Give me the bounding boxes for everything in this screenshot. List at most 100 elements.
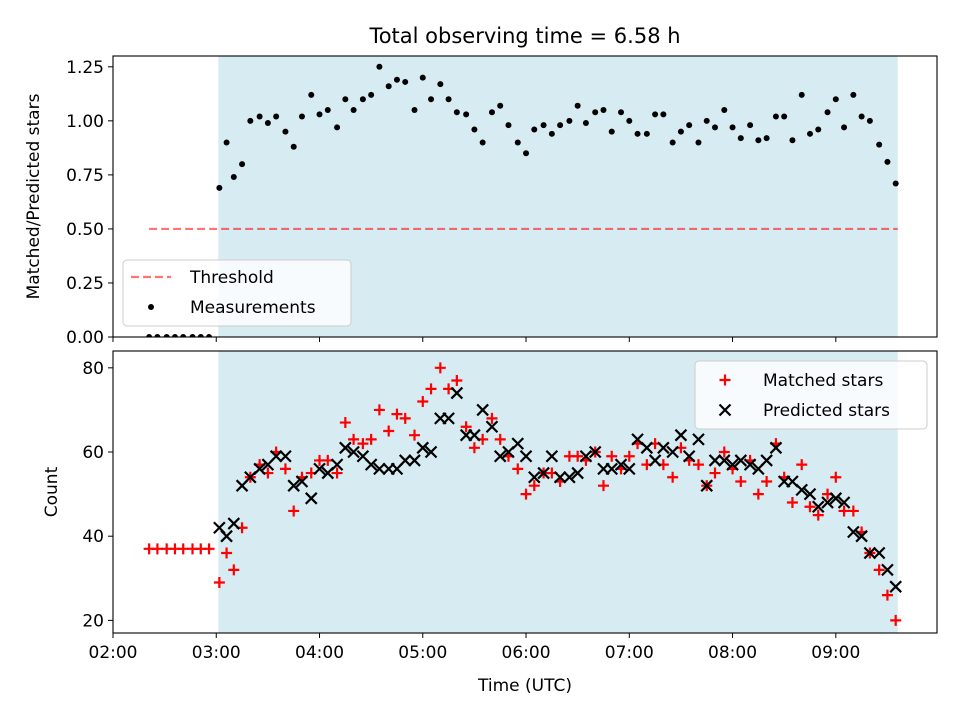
matched-point (796, 459, 808, 471)
measurement-point (548, 130, 555, 137)
chart-title: Total observing time = 6.58 h (368, 24, 680, 48)
matched-point (383, 425, 395, 437)
measurement-point (163, 334, 170, 337)
ytick-label: 0.50 (66, 220, 104, 240)
predicted-point (829, 492, 843, 505)
matched-point (830, 471, 842, 483)
predicted-point (519, 449, 533, 463)
measurement-point (806, 130, 813, 137)
measurement-point (592, 109, 599, 116)
predicted-point (304, 492, 318, 505)
measurement-point (540, 122, 547, 129)
measurement-point (453, 109, 460, 116)
measurement-point (488, 109, 495, 116)
measurement-point (223, 139, 230, 146)
predicted-point (416, 441, 430, 455)
measurement-point (290, 143, 297, 150)
bottom-ylabel: Count (42, 466, 62, 517)
bottom-axes-frame (112, 350, 938, 634)
predicted-point (528, 470, 541, 484)
matched-point (365, 433, 377, 445)
predicted-point (485, 420, 499, 434)
measurement-point (721, 107, 728, 114)
ytick-label: 20 (82, 611, 104, 631)
measurement-point (866, 117, 873, 124)
xtick-label: 03:00 (192, 643, 241, 663)
ytick-label: 0.25 (66, 274, 104, 294)
predicted-point (811, 500, 825, 514)
predicted-point (373, 462, 386, 476)
measurement-point (686, 122, 693, 129)
measurement-point (824, 109, 831, 116)
predicted-point (614, 458, 628, 471)
measurement-point (531, 126, 538, 133)
predicted-point (553, 470, 567, 484)
predicted-point (588, 445, 602, 459)
predicted-point (571, 466, 584, 480)
matched-point (279, 463, 291, 475)
matched-point (667, 471, 679, 483)
ytick-label: 80 (82, 359, 104, 379)
top-axes-frame (112, 55, 938, 338)
matched-point (339, 417, 351, 429)
matched-point (623, 450, 635, 462)
predicted-point (881, 563, 894, 577)
measurement-point (582, 120, 589, 127)
measurement-point (479, 139, 486, 146)
measurement-point (600, 107, 607, 114)
matched-point (486, 412, 498, 424)
predicted-point (511, 437, 525, 450)
predicted-point (313, 462, 326, 476)
measurement-point (514, 139, 521, 146)
measurement-point (437, 81, 444, 88)
predicted-point (442, 412, 455, 425)
matched-point (288, 505, 300, 517)
measurement-point (180, 334, 187, 337)
measurement-point (419, 74, 426, 81)
predicted-point (623, 462, 636, 476)
predicted-point (821, 496, 834, 509)
matched-point (847, 505, 859, 517)
matched-point (203, 543, 215, 555)
measurement-point (189, 334, 196, 337)
predicted-point (666, 445, 679, 459)
matched-point (348, 433, 360, 445)
matched-point (357, 438, 369, 450)
predicted-point (563, 470, 576, 484)
ytick-label: 0.75 (66, 166, 104, 186)
xtick-label: 05:00 (398, 643, 447, 663)
predicted-point (408, 454, 421, 467)
bottom-legend: Matched stars Predicted stars (718, 371, 890, 421)
predicted-point (468, 428, 481, 442)
top-legend-box (122, 259, 352, 327)
measurement-point (402, 78, 409, 85)
matched-point (520, 488, 532, 500)
matched-point (221, 547, 233, 559)
predicted-point (605, 462, 619, 476)
predicted-point (220, 529, 233, 543)
predicted-point (339, 441, 352, 455)
matched-point (572, 450, 584, 462)
measurement-point (755, 137, 762, 144)
predicted-point (279, 449, 292, 463)
measurement-point (256, 113, 263, 120)
matched-point (890, 614, 902, 626)
measurement-point (695, 139, 702, 146)
measurement-point (154, 334, 161, 337)
xtick-label: 09:00 (811, 643, 860, 663)
measurement-point (634, 130, 641, 137)
measurement-point (206, 334, 213, 337)
measurement-point (342, 96, 349, 103)
measurement-point (523, 150, 530, 157)
measurement-point (230, 174, 237, 181)
measurement-point (781, 113, 788, 120)
bottom-xlabel: Time (UTC) (477, 676, 572, 696)
matched-point (228, 564, 240, 576)
matched-point (468, 442, 480, 454)
ytick-label: 60 (82, 443, 104, 463)
measurement-point (368, 91, 375, 98)
top-legend: Threshold Measurements (131, 268, 316, 318)
measurement-point (350, 107, 357, 114)
